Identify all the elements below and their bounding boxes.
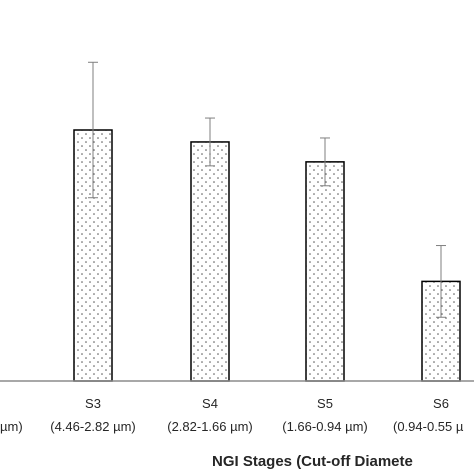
bars-layer [73,61,461,382]
tick-range-s4: (2.82-1.66 µm) [167,419,253,434]
tick-label-s6: S6 [433,396,449,411]
x-axis-title: NGI Stages (Cut-off Diamete [212,453,413,470]
error-bar-s6 [436,245,446,318]
bar-s5 [305,161,345,382]
tick-range-s6: (0.94-0.55 µ [393,419,464,434]
tick-range-s2: µm) [0,419,23,434]
error-bar-s5 [320,137,330,187]
tick-label-s3: S3 [85,396,101,411]
tick-label-s5: S5 [317,396,333,411]
bar-s4 [190,141,230,382]
tick-label-s4: S4 [202,396,218,411]
tick-range-s3: (4.46-2.82 µm) [50,419,136,434]
tick-labels-layer: µm) S3 (4.46-2.82 µm) S4 (2.82-1.66 µm) S5 (1.… [0,396,464,434]
tick-range-s5: (1.66-0.94 µm) [282,419,368,434]
error-bar-s4 [205,117,215,167]
error-bar-s3 [88,61,98,199]
